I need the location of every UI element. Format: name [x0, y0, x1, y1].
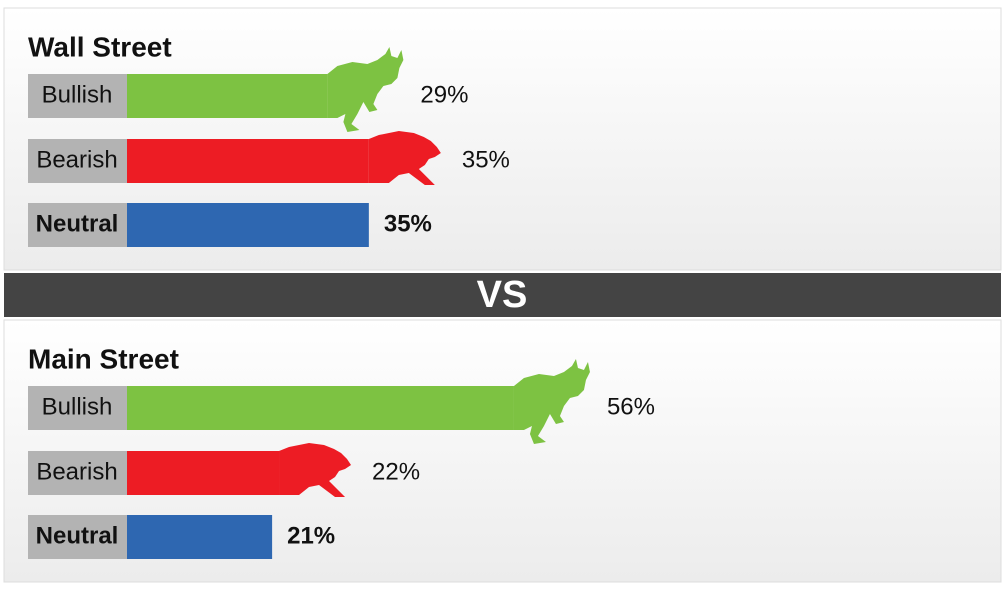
label-box	[28, 203, 127, 247]
label-box	[28, 451, 127, 495]
value-label: 22%	[372, 458, 420, 485]
panel-title: Main Street	[28, 343, 179, 374]
category-label: Bearish	[36, 458, 117, 485]
value-label: 35%	[462, 146, 510, 173]
vs-text: VS	[477, 274, 528, 316]
panel-title: Wall Street	[28, 31, 172, 62]
category-label: Bearish	[36, 146, 117, 173]
bar	[127, 139, 369, 183]
label-box	[28, 386, 127, 430]
bar	[127, 515, 273, 559]
value-label: 56%	[607, 393, 655, 420]
label-box	[28, 139, 127, 183]
bar	[127, 386, 514, 430]
label-box	[28, 74, 127, 118]
vs-band	[4, 273, 1001, 317]
category-label: Bullish	[42, 393, 113, 420]
category-label: Bullish	[42, 81, 113, 108]
bull-icon	[327, 47, 404, 132]
bar	[127, 74, 328, 118]
category-label: Neutral	[36, 522, 119, 549]
label-box	[28, 515, 127, 559]
value-label: 35%	[384, 210, 432, 237]
bear-icon	[368, 131, 441, 185]
bar	[127, 203, 369, 247]
bear-icon	[279, 443, 352, 497]
bar	[127, 451, 280, 495]
value-label: 21%	[287, 522, 335, 549]
bull-icon	[513, 359, 590, 444]
value-label: 29%	[420, 81, 468, 108]
category-label: Neutral	[36, 210, 119, 237]
